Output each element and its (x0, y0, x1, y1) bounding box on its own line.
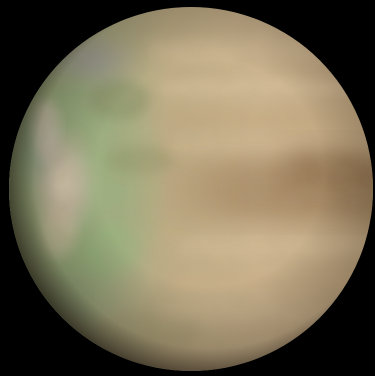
planet-disk (9, 7, 373, 371)
limb-shadow (9, 7, 373, 371)
space-scene (9, 7, 373, 371)
planet-image (9, 7, 373, 371)
